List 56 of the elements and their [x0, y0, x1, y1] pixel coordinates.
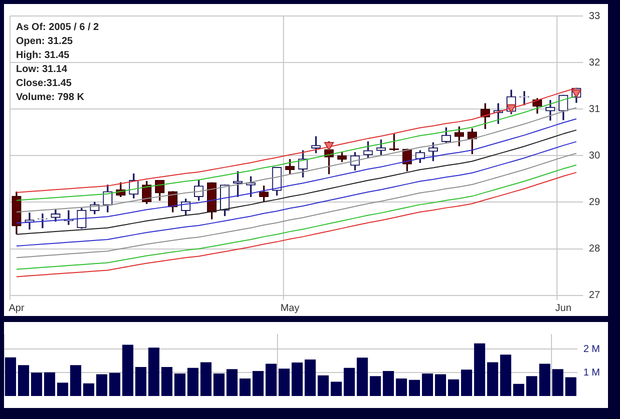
bar	[422, 374, 434, 396]
bar	[461, 370, 472, 396]
bar	[434, 374, 446, 396]
bar	[31, 372, 42, 396]
bar	[200, 362, 212, 396]
annotation: Open: 31.25	[16, 36, 74, 47]
point	[324, 142, 334, 150]
bar	[278, 368, 290, 396]
y-tick-label: 33	[588, 10, 600, 22]
bar	[500, 354, 512, 396]
bar	[135, 366, 146, 396]
bar	[174, 374, 186, 396]
bar	[513, 384, 524, 396]
bar	[148, 348, 160, 396]
point	[506, 104, 516, 113]
bar	[213, 374, 225, 396]
bar	[70, 365, 82, 396]
annotation: As Of: 2005 / 6 / 2	[16, 22, 100, 33]
annotation: Close:31.45	[16, 78, 72, 89]
bar	[292, 362, 303, 396]
y-tick-label: 30	[588, 150, 600, 162]
bar	[370, 376, 381, 396]
bar	[565, 377, 576, 396]
bar	[396, 378, 407, 396]
x-tick-label: Jun	[555, 302, 572, 314]
bar	[83, 383, 94, 396]
annotation: High: 31.45	[16, 50, 70, 61]
annotation: Low: 31.14	[16, 64, 68, 75]
bar	[252, 370, 264, 396]
bar	[18, 365, 30, 396]
bar	[382, 370, 394, 396]
bar	[4, 357, 16, 396]
bar	[187, 368, 198, 396]
y-tick-label: 31	[588, 104, 600, 115]
annotation: Volume: 798 K	[16, 92, 85, 103]
y-tick-label: 1 M	[583, 367, 600, 378]
bar	[226, 369, 238, 396]
y-tick-label: 32	[588, 57, 600, 68]
bar	[44, 372, 56, 396]
bar	[240, 378, 251, 396]
y-tick-label: 27	[588, 290, 600, 302]
bar	[304, 360, 316, 396]
bar	[266, 364, 277, 396]
bar	[408, 380, 420, 396]
y-tick-label: 2 M	[583, 344, 600, 355]
bar	[57, 382, 68, 396]
y-tick-label: 28	[588, 244, 600, 255]
bar	[448, 379, 460, 396]
bar	[474, 343, 486, 396]
bar	[161, 366, 172, 396]
bar	[344, 368, 355, 396]
x-tick-label: May	[280, 302, 300, 314]
bar	[356, 358, 368, 396]
bar	[487, 362, 498, 396]
x-tick-label: Apr	[8, 302, 25, 314]
y-tick-label: 29	[588, 196, 600, 208]
